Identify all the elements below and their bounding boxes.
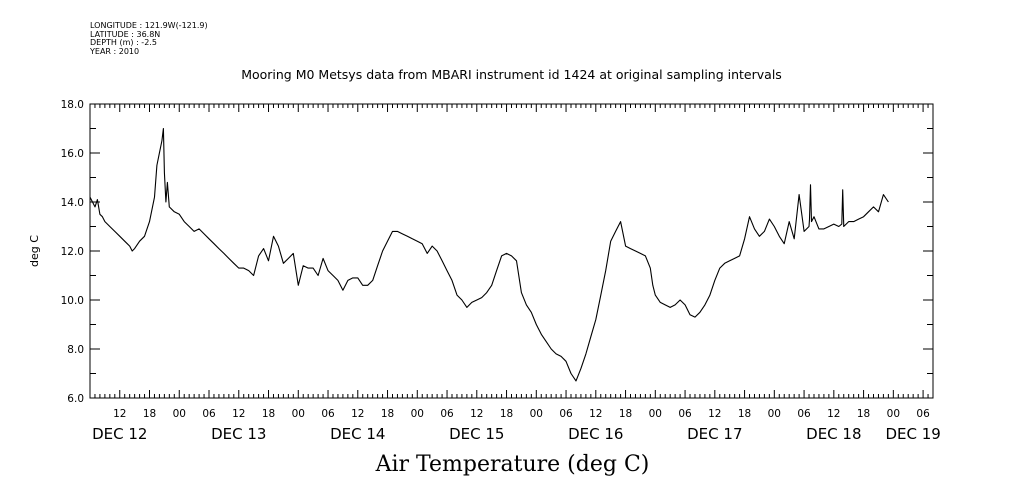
x-tick-label: 06 — [916, 408, 930, 420]
y-tick-label: 18.0 — [61, 99, 84, 111]
x-tick-label: 00 — [530, 408, 543, 420]
x-tick-label: 00 — [173, 408, 186, 420]
x-tick-label: 18 — [500, 408, 513, 420]
y-tick-label: 16.0 — [61, 148, 84, 160]
x-tick-label: 18 — [738, 408, 751, 420]
x-tick-label: 18 — [262, 408, 275, 420]
x-tick-label: 12 — [470, 408, 483, 420]
y-axis-label: deg C — [28, 235, 41, 267]
latitude-text: LATITUDE : 36.8N — [90, 29, 161, 39]
y-tick-label: 8.0 — [67, 344, 84, 356]
depth-text: DEPTH (m) : -2.5 — [90, 38, 157, 47]
x-day-label: DEC 16 — [568, 425, 623, 443]
x-tick-label: 18 — [619, 408, 632, 420]
x-tick-label: 18 — [857, 408, 870, 420]
x-day-label: DEC 13 — [211, 425, 266, 443]
y-tick-label: 12.0 — [61, 246, 84, 258]
x-tick-label: 06 — [559, 408, 573, 420]
x-tick-label: 18 — [381, 408, 394, 420]
x-tick-label: 00 — [887, 408, 900, 420]
x-tick-label: 00 — [768, 408, 781, 420]
x-day-label: DEC 14 — [330, 425, 385, 443]
x-tick-label: 06 — [678, 408, 692, 420]
plot-frame — [89, 103, 934, 399]
x-day-label: DEC 19 — [885, 425, 940, 443]
station-metadata: LONGITUDE : 121.9W(-121.9) LATITUDE : 36… — [90, 21, 208, 56]
x-tick-label: 06 — [797, 408, 811, 420]
x-day-label: DEC 18 — [806, 425, 861, 443]
x-tick-label: 06 — [440, 408, 454, 420]
x-tick-label: 06 — [321, 408, 335, 420]
x-day-label: DEC 17 — [687, 425, 742, 443]
y-tick-label: 14.0 — [61, 197, 84, 209]
y-tick-label: 10.0 — [61, 295, 84, 307]
x-tick-label: 12 — [351, 408, 364, 420]
year-text: YEAR : 2010 — [90, 46, 140, 56]
x-tick-label: 06 — [202, 408, 216, 420]
x-tick-label: 18 — [143, 408, 156, 420]
x-tick-label: 12 — [827, 408, 840, 420]
x-tick-label: 12 — [589, 408, 602, 420]
x-tick-label: 00 — [292, 408, 305, 420]
x-tick-label: 00 — [649, 408, 662, 420]
chart-title: Mooring M0 Metsys data from MBARI instru… — [241, 67, 782, 82]
y-tick-label: 6.0 — [67, 393, 84, 405]
x-day-label: DEC 12 — [92, 425, 147, 443]
x-day-label: DEC 15 — [449, 425, 504, 443]
x-axis-label: Air Temperature (deg C) — [375, 452, 650, 477]
x-tick-label: 12 — [232, 408, 245, 420]
x-tick-label: 12 — [113, 408, 126, 420]
series-line — [89, 127, 889, 382]
x-tick-label: 00 — [411, 408, 424, 420]
x-tick-label: 12 — [708, 408, 721, 420]
longitude-text: LONGITUDE : 121.9W(-121.9) — [90, 21, 208, 30]
